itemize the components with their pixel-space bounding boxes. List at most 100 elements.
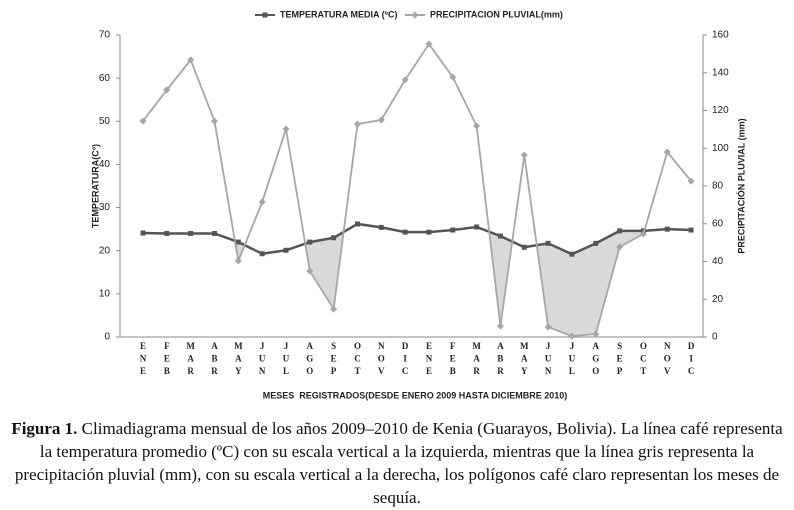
y-tick-label: 30 [99, 202, 111, 213]
point [497, 233, 503, 239]
point [140, 230, 146, 236]
caption: Figura 1. Climadiagrama mensual de los a… [8, 417, 786, 509]
x-tick-label: FEB [162, 341, 172, 379]
y-tick-label: 70 [99, 30, 111, 41]
point [425, 40, 433, 48]
x-tick-label: AGO [591, 341, 601, 379]
x-tick-label: ENE [138, 341, 148, 379]
x-tick-label: MAR [472, 341, 482, 379]
y2-axis-label: PRECIPITACIÓN PLUVIAL (mm) [735, 118, 746, 253]
series-line [142, 42, 692, 337]
point [282, 125, 290, 133]
y2-tick-label: 160 [712, 30, 729, 41]
legend-marker [411, 11, 419, 19]
x-tick-label: AGO [305, 341, 315, 379]
y2-tick-label: 40 [712, 256, 724, 267]
x-tick-label: DIC [400, 341, 410, 379]
x-tick-label: JUN [543, 341, 553, 379]
drought-area [309, 237, 334, 310]
drought-area [571, 242, 597, 337]
point [474, 224, 480, 230]
point [687, 177, 695, 185]
point [235, 239, 241, 245]
y-tick-label: 10 [99, 288, 111, 299]
point [426, 229, 432, 235]
point [210, 117, 218, 125]
x-tick-label: SEP [329, 341, 339, 379]
x-tick-label: SEP [615, 341, 625, 379]
y-tick-label: 40 [99, 159, 111, 170]
point [402, 229, 408, 235]
y-axis-label: TEMPERATURA(Cº) [90, 144, 100, 228]
point [639, 230, 647, 238]
point [234, 257, 242, 265]
point [593, 240, 599, 246]
point [520, 151, 528, 159]
point [544, 323, 552, 331]
x-tick-label: MAR [186, 341, 196, 379]
x-tick-label: NOV [376, 341, 386, 379]
point [401, 76, 409, 84]
x-tick-label: DIC [686, 341, 696, 379]
y-tick-label: 60 [99, 73, 111, 84]
caption-label: Figura 1. [11, 419, 78, 438]
point [331, 235, 337, 241]
y2-tick-label: 60 [712, 218, 724, 229]
point [545, 240, 551, 246]
y-tick-label: 0 [104, 332, 110, 343]
point [568, 332, 576, 340]
y2-tick-label: 120 [712, 105, 729, 116]
point [306, 267, 314, 275]
point [569, 251, 575, 257]
point [664, 226, 670, 232]
point [187, 56, 195, 64]
point [307, 239, 313, 245]
legend-marker [262, 12, 268, 18]
y2-tick-label: 80 [712, 181, 724, 192]
x-tick-label: MAY [233, 341, 243, 379]
point [521, 244, 527, 250]
y2-tick-label: 140 [712, 67, 729, 78]
x-tick-label: NOV [662, 341, 672, 379]
point [616, 243, 624, 251]
x-tick-label: FEB [448, 341, 458, 379]
point [211, 230, 217, 236]
point [354, 221, 360, 227]
x-axis-label: MESES REGISTRADOS(DESDE ENERO 2009 HASTA… [263, 390, 568, 400]
point [592, 330, 600, 338]
caption-text: Climadiagrama mensual de los años 2009–2… [14, 419, 783, 507]
x-tick-label: JUL [567, 341, 577, 379]
chart: TEMPERATURA MEDIA (ºC) PRECIPITACION PLU… [90, 9, 746, 400]
point [163, 86, 171, 94]
point [139, 117, 147, 125]
x-tick-label: ABR [495, 341, 505, 379]
point [617, 228, 623, 234]
point [188, 230, 194, 236]
legend-label: PRECIPITACION PLUVIAL(mm) [430, 9, 563, 19]
y-tick-label: 50 [99, 116, 111, 127]
x-tick-label: ABR [209, 341, 219, 379]
legend-label: TEMPERATURA MEDIA (ºC) [280, 9, 397, 19]
x-tick-label: JUL [281, 341, 291, 379]
x-tick-label: ENE [424, 341, 434, 379]
point [164, 230, 170, 236]
point [283, 247, 289, 253]
x-tick-label: MAY [519, 341, 529, 379]
point [258, 198, 266, 206]
point [688, 227, 694, 233]
point [663, 148, 671, 156]
point [353, 120, 361, 128]
y2-tick-label: 20 [712, 294, 724, 305]
point [449, 73, 457, 81]
point [378, 224, 384, 230]
x-tick-label: OCT [638, 341, 648, 379]
point [473, 122, 481, 130]
y2-tick-label: 100 [712, 143, 729, 154]
y2-tick-label: 0 [712, 332, 718, 343]
point [259, 251, 265, 257]
point [377, 116, 385, 124]
point [496, 322, 504, 330]
drought-area [547, 242, 573, 337]
point [330, 305, 338, 313]
